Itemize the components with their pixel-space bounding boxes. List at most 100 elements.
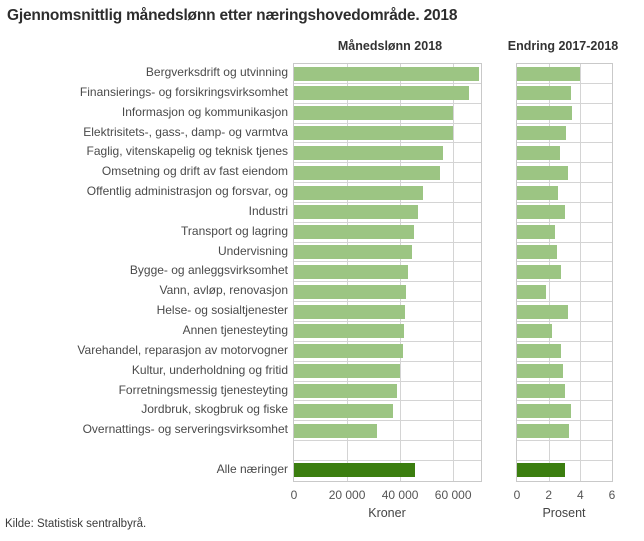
plot-row — [517, 64, 612, 84]
change-bar — [517, 423, 570, 438]
category-label: Alle næringer — [216, 461, 288, 476]
change-bar — [517, 86, 571, 101]
plot-row — [294, 223, 481, 243]
monthly-salary-bar — [294, 284, 406, 299]
plot-row — [294, 322, 481, 342]
axis-tick-label: 0 — [290, 488, 298, 502]
monthly-salary-bar — [294, 225, 414, 240]
category-label: Kultur, underholdning og fritid — [131, 362, 288, 377]
plot-row — [517, 163, 612, 184]
plot-row — [517, 461, 612, 481]
monthly-axis-title: Kroner — [368, 506, 406, 520]
category-label: Transport og lagring — [181, 223, 288, 238]
plot-row — [294, 362, 481, 382]
plot-row — [517, 441, 612, 461]
monthly-salary-bar — [294, 165, 440, 180]
plot-row — [294, 124, 481, 144]
category-label: Overnattings- og serveringsvirksomhet — [82, 422, 288, 437]
change-plot — [516, 63, 613, 482]
change-bar — [517, 344, 562, 359]
category-label: Annen tjenesteyting — [182, 322, 288, 337]
monthly-salary-bar — [294, 66, 480, 81]
plot-row — [517, 282, 612, 303]
axis-tick-label: 6 — [608, 488, 616, 502]
axis-tick-label: 40 000 — [381, 488, 419, 502]
plot-row — [517, 143, 612, 164]
plot-row — [294, 84, 481, 104]
plot-row — [517, 183, 612, 203]
change-bar — [517, 284, 546, 299]
plot-row — [294, 203, 481, 223]
plot-row — [294, 401, 481, 422]
plot-row — [294, 183, 481, 203]
plot-row — [517, 362, 612, 382]
monthly-salary-bar — [294, 384, 398, 398]
change-bar — [517, 403, 571, 418]
change-bar — [517, 165, 568, 180]
monthly-salary-bar — [294, 423, 377, 438]
change-bar — [517, 384, 565, 398]
change-bar — [517, 264, 562, 279]
change-axis-ticks: 0 2 4 6 — [514, 488, 616, 502]
plot-row — [294, 302, 481, 322]
plot-row — [517, 302, 612, 322]
change-bar — [517, 126, 567, 141]
category-label: Industri — [248, 203, 288, 218]
plot-row — [517, 382, 612, 402]
change-bar — [517, 463, 565, 478]
category-label: Offentlig administrasjon og forsvar, og — [86, 184, 288, 199]
monthly-salary-bar — [294, 324, 405, 339]
category-label: Informasjon og kommunikasjon — [121, 104, 288, 119]
category-label: Helse- og sosialtjenester — [156, 303, 288, 318]
plot-row — [294, 382, 481, 402]
change-panel-header: Endring 2017-2018 — [507, 39, 619, 53]
plot-row — [294, 243, 481, 263]
change-bar — [517, 364, 563, 379]
monthly-salary-bar — [294, 126, 453, 141]
axis-tick-label: 2 — [545, 488, 552, 502]
plot-row — [517, 243, 612, 263]
change-bar — [517, 324, 552, 339]
plot-row — [517, 124, 612, 144]
category-label: Faglig, vitenskapelig og teknisk tjenes — [86, 144, 288, 159]
monthly-salary-bar — [294, 86, 470, 101]
axis-tick-label: 4 — [576, 488, 584, 502]
plot-row — [294, 143, 481, 164]
axis-tick-label: 60 000 — [434, 488, 472, 502]
monthly-salary-bar — [294, 264, 409, 279]
axis-tick-label: 20 000 — [328, 488, 366, 502]
category-label: Varehandel, reparasjon av motorvogner — [77, 342, 288, 357]
monthly-salary-bar — [294, 364, 401, 379]
monthly-salary-plot — [293, 63, 482, 482]
plot-row — [517, 421, 612, 442]
plot-row — [294, 421, 481, 442]
change-bar — [517, 66, 581, 81]
category-label: Finansierings- og forsikringsvirksomhet — [79, 84, 288, 99]
plot-row — [294, 104, 481, 124]
monthly-panel-header: Månedslønn 2018 — [337, 39, 443, 53]
category-label: Bygge- og anleggsvirksomhet — [129, 263, 288, 278]
category-label: Undervisning — [217, 243, 288, 258]
plot-row — [517, 342, 612, 362]
change-axis-title: Prosent — [542, 506, 586, 520]
monthly-salary-bar — [294, 106, 453, 121]
category-label: Bergverksdrift og utvinning — [145, 65, 288, 79]
plot-row — [517, 401, 612, 422]
plot-row — [294, 342, 481, 362]
gridline — [453, 64, 455, 481]
change-bar — [517, 106, 573, 121]
change-bar — [517, 205, 565, 220]
plot-row — [517, 223, 612, 243]
plot-row — [294, 461, 481, 481]
monthly-salary-bar — [294, 245, 413, 260]
gridline — [580, 64, 582, 481]
plot-row — [517, 104, 612, 124]
monthly-salary-bar — [294, 344, 403, 359]
change-bar — [517, 225, 555, 240]
monthly-axis-ticks: 0 20 000 40 000 60 000 — [290, 488, 481, 502]
chart-title: Gjennomsnittlig månedslønn etter nærings… — [7, 7, 458, 24]
plot-row — [517, 322, 612, 342]
category-label: Forretningsmessig tjenesteyting — [118, 382, 288, 397]
plot-row — [294, 163, 481, 184]
